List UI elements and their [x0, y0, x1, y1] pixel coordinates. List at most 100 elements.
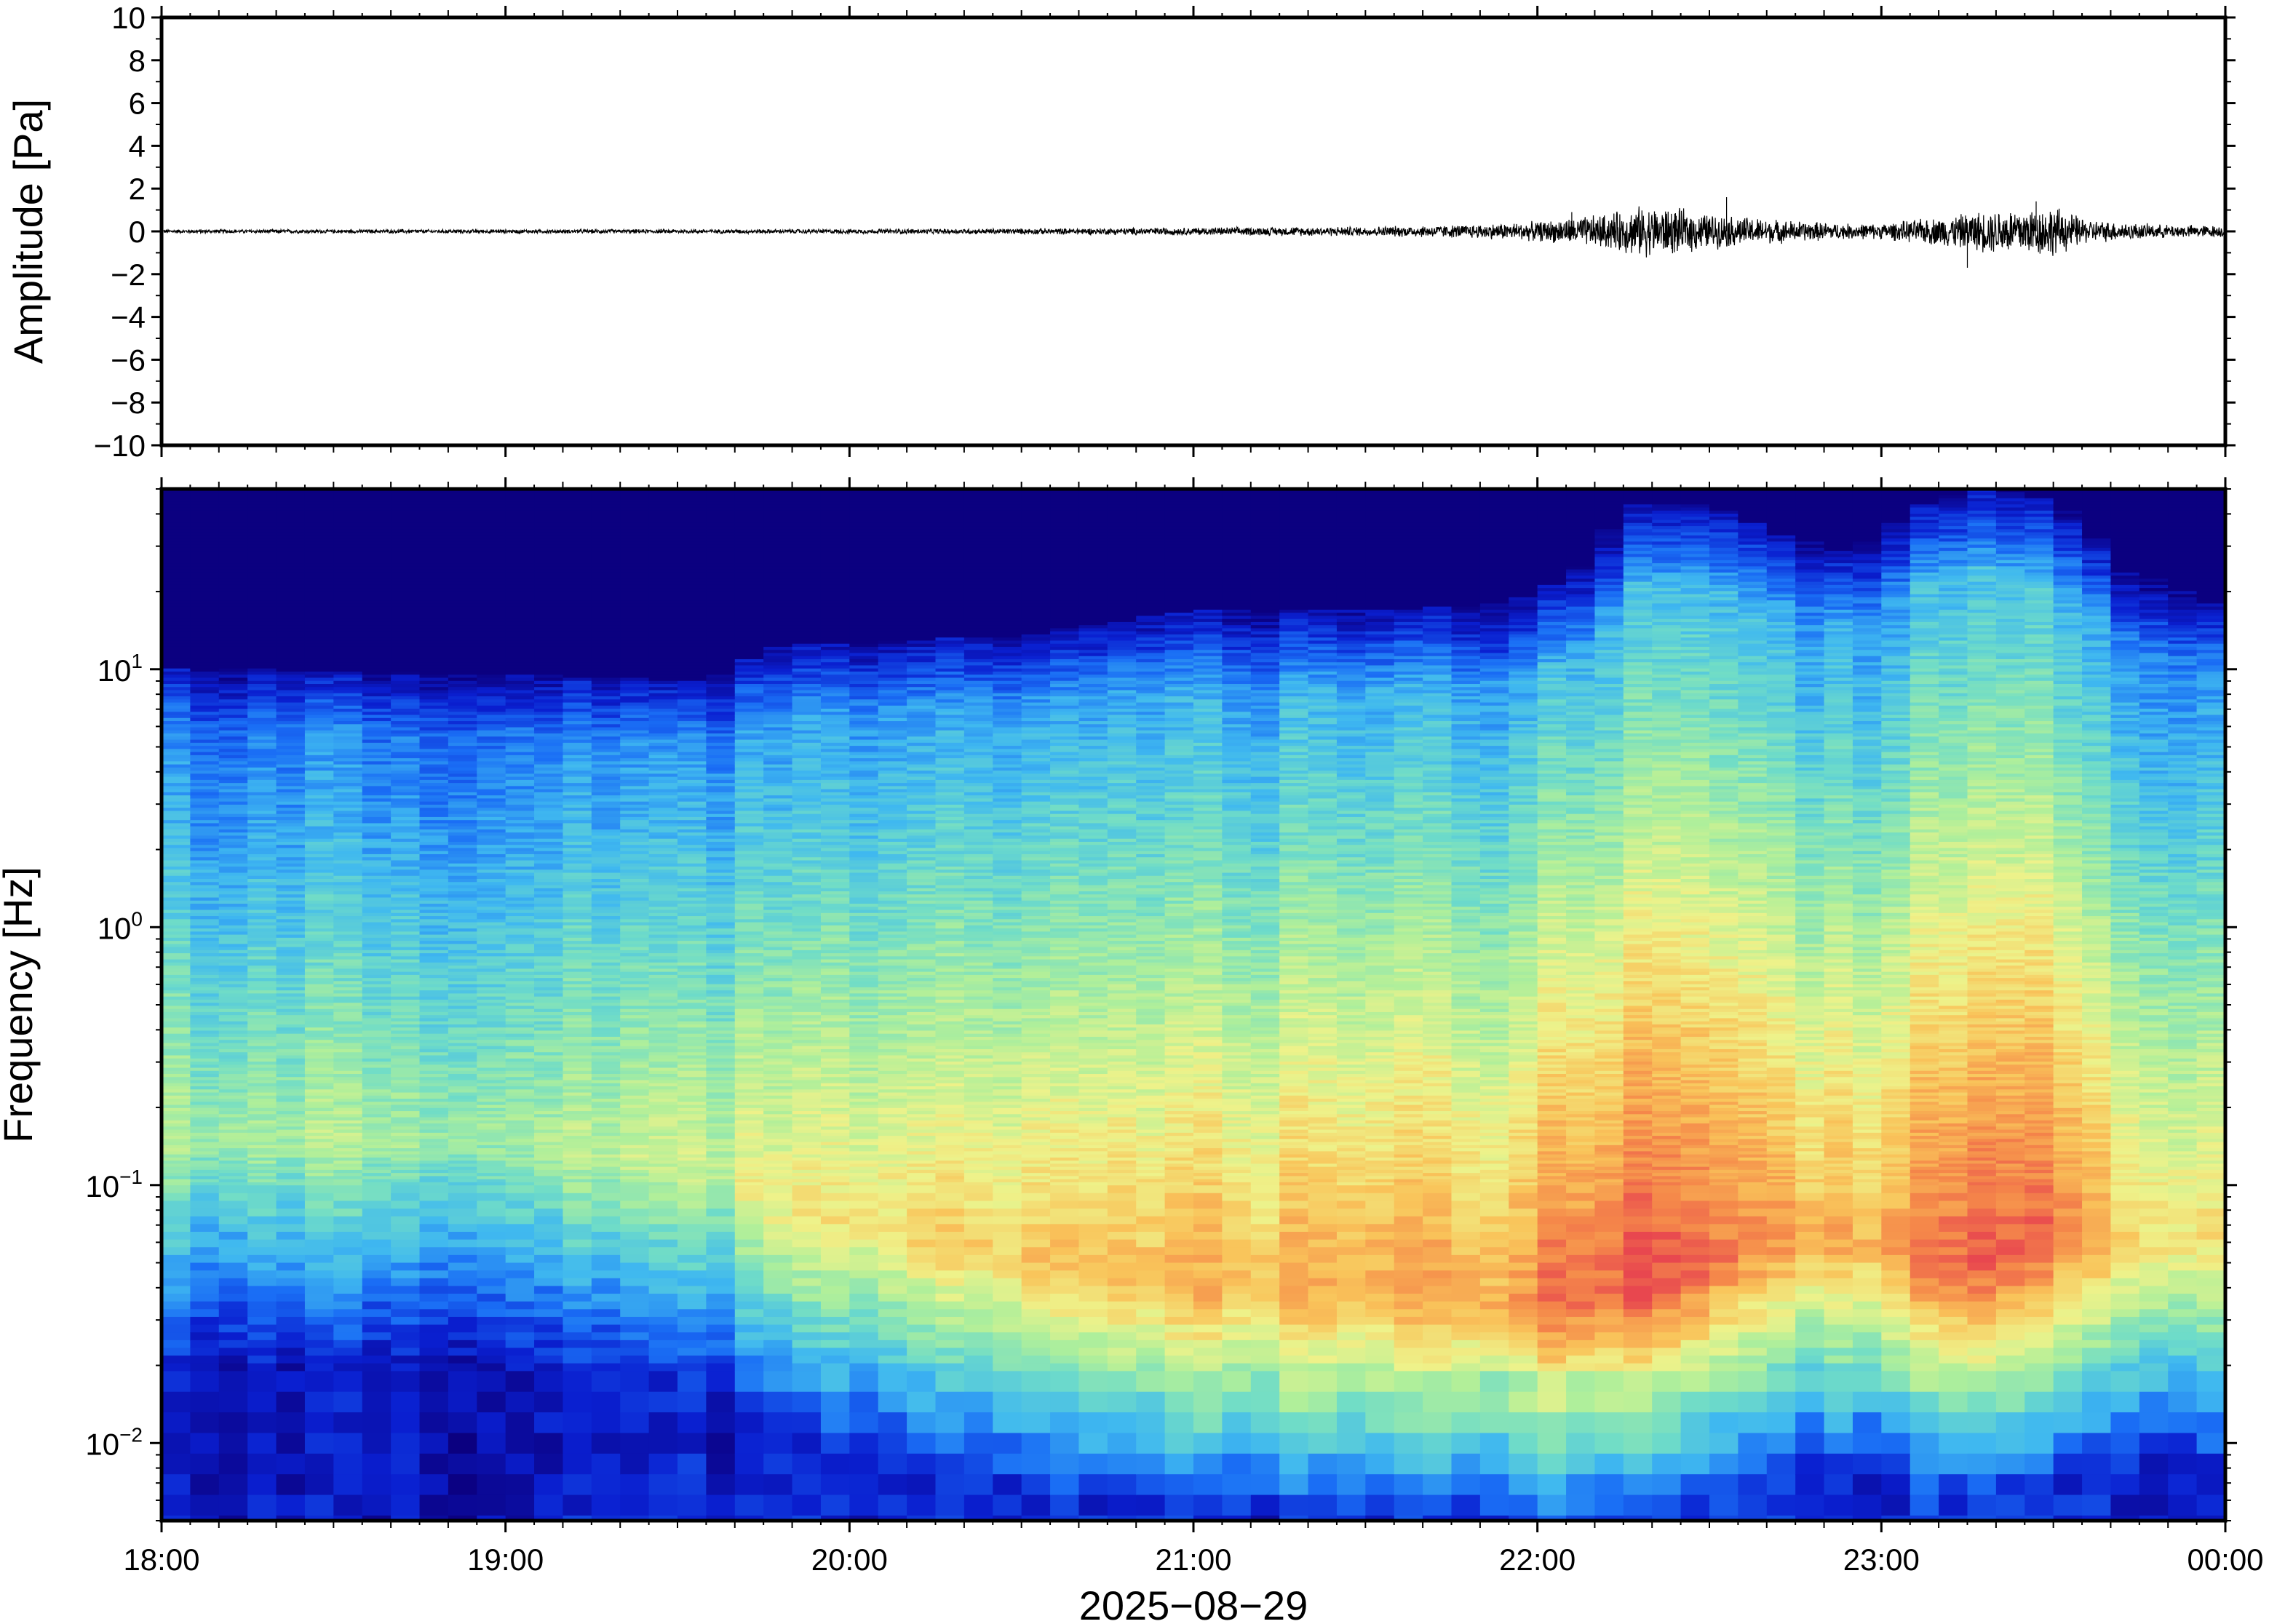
spectrogram-cell — [620, 1348, 650, 1356]
spectrogram-cell — [190, 662, 220, 666]
spectrogram-cell — [276, 1247, 306, 1256]
spectrogram-cell — [162, 1324, 191, 1334]
spectrogram-cell — [162, 1148, 191, 1153]
spectrogram-cell — [276, 1239, 306, 1249]
spectrogram-cell — [190, 1201, 220, 1209]
spectrogram-cell — [190, 631, 220, 635]
spectrogram-cell — [648, 1332, 678, 1341]
spectrogram-cell — [190, 1356, 220, 1364]
spectrogram-cell — [162, 572, 191, 576]
spectrogram-cell — [304, 1286, 335, 1294]
spectrogram-cell — [162, 696, 191, 701]
spectrogram-cell — [218, 838, 248, 843]
spectrogram-cell — [448, 1433, 478, 1454]
spectrogram-cell — [391, 1270, 421, 1279]
spectrogram-cell — [190, 1107, 220, 1112]
spectrogram-cell — [218, 974, 248, 979]
spectrogram-cell — [505, 1433, 535, 1454]
spectrogram-cell — [276, 1515, 306, 1521]
spectrogram-cell — [190, 715, 220, 719]
spectrogram-cell — [218, 1294, 248, 1302]
spectrogram-cell — [162, 1169, 191, 1174]
spectrogram-cell — [190, 808, 220, 812]
spectrogram-cell — [162, 569, 191, 573]
spectrogram-cell — [419, 1201, 449, 1209]
spectrogram-cell — [419, 1254, 449, 1264]
spectrogram-cell — [190, 588, 220, 592]
spectrogram-cell — [563, 1494, 592, 1516]
spectrogram-cell — [247, 1254, 277, 1264]
spectrogram-cell — [276, 1262, 306, 1271]
spectrogram-cell — [505, 1356, 535, 1364]
spectrogram-cell — [477, 1433, 506, 1454]
spectrogram-cell — [505, 1201, 535, 1209]
spectrogram-cell — [162, 514, 191, 518]
spectrogram-cell — [419, 1391, 449, 1413]
spectrogram-cell — [448, 1278, 478, 1287]
spectrogram-cell — [162, 1231, 191, 1241]
spectrogram-cell — [190, 643, 220, 648]
spectrogram-cell — [190, 1099, 220, 1103]
spectrogram-cell — [218, 885, 248, 889]
spectrogram-cell — [218, 1363, 248, 1372]
spectrogram-cell — [448, 1231, 478, 1241]
spectrogram-cell — [391, 1412, 421, 1434]
spectrogram-cell — [620, 1433, 650, 1454]
spectrogram-cell — [190, 866, 220, 871]
spectrogram-cell — [190, 1142, 220, 1146]
spectrogram-cell — [362, 1201, 392, 1209]
spectrogram-cell — [276, 1494, 306, 1516]
spectrogram-cell — [218, 1340, 248, 1349]
spectrogram-cell — [162, 897, 191, 901]
spectrogram-cell — [362, 1231, 392, 1241]
spectrogram-cell — [190, 674, 220, 679]
spectrogram-cell — [190, 829, 220, 833]
spectrogram-cell — [162, 1453, 191, 1475]
spectrogram-cell — [190, 498, 220, 502]
spectrogram-cell — [162, 1348, 191, 1356]
spectrogram-cell — [218, 746, 248, 750]
spectrogram-cell — [218, 702, 248, 706]
spectrogram-cell — [362, 1391, 392, 1413]
spectrogram-cell — [419, 1348, 449, 1356]
spectrogram-cell — [362, 1515, 392, 1521]
spectrogram-cell — [162, 727, 191, 731]
spectrogram-cell — [162, 742, 191, 747]
spectrogram-cell — [190, 987, 220, 991]
spectrogram-cell — [218, 705, 248, 709]
spectrogram-cell — [534, 1286, 564, 1294]
spectrogram-cell — [218, 869, 248, 874]
spectrogram-cell — [190, 820, 220, 824]
spectrogram-cell — [162, 591, 191, 595]
spectrogram-cell — [591, 1309, 621, 1318]
spectrogram-cell — [247, 1286, 277, 1294]
spectrogram-cell — [162, 1278, 191, 1287]
spectrogram-cell — [162, 665, 191, 669]
spectrogram-cell — [218, 971, 248, 976]
waveform-y-tick-label: −6 — [111, 343, 146, 377]
spectrogram-cell — [190, 538, 220, 543]
spectrogram-cell — [190, 848, 220, 852]
spectrogram-cell — [477, 1278, 506, 1287]
spectrogram-cell — [534, 1515, 564, 1521]
spectrogram-cell — [162, 984, 191, 988]
spectrogram-cell — [162, 851, 191, 855]
spectrogram-cell — [190, 1024, 220, 1028]
spectrogram-cell — [190, 1074, 220, 1078]
spectrogram-cell — [218, 1494, 248, 1516]
spectrogram-cell — [162, 498, 191, 502]
spectrogram-cell — [162, 746, 191, 750]
spectrogram-cell — [534, 1209, 564, 1217]
spectrogram-cell — [304, 1231, 335, 1241]
spectrogram-cell — [190, 1061, 220, 1066]
spectrogram-cell — [190, 752, 220, 756]
spectrogram-cell — [304, 1262, 335, 1271]
spectrogram-cell — [162, 640, 191, 645]
spectrogram-cell — [190, 739, 220, 744]
spectrogram-cell — [218, 845, 248, 849]
spectrogram-cell — [190, 1043, 220, 1047]
spectrogram-cell — [162, 838, 191, 843]
spectrogram-cell — [162, 1286, 191, 1294]
spectrogram-cell — [304, 1309, 335, 1318]
